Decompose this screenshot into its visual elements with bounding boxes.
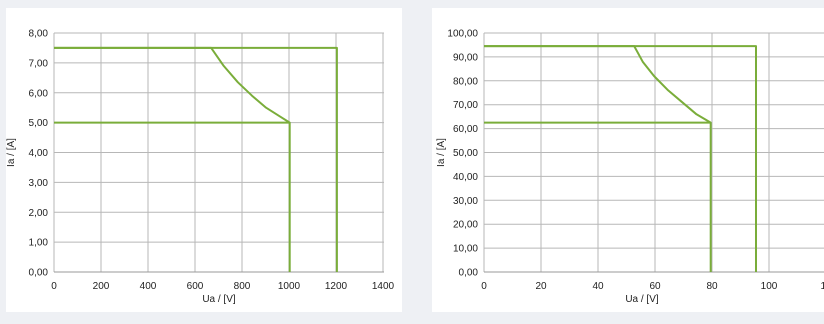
y-tick-label: 8,00 [29,29,49,40]
y-tick-label: 0,00 [29,268,49,279]
series-line-2 [484,45,757,272]
y-tick-label: 100,00 [447,29,478,40]
y-tick-label: 60,00 [453,124,478,135]
y-tick-label: 80,00 [453,76,478,87]
x-tick-label: 0 [51,281,57,292]
x-tick-label: 200 [93,281,110,292]
y-axis-title: Ia / [A] [436,138,447,167]
x-tick-label: 40 [592,281,604,292]
y-tick-label: 4,00 [29,148,49,159]
y-tick-label: 5,00 [29,118,49,129]
x-tick-label: 80 [706,281,718,292]
y-tick-label: 90,00 [453,52,478,63]
x-axis-title: Ua / [V] [625,294,659,305]
x-tick-label: 100 [761,281,778,292]
x-axis-title: Ua / [V] [202,294,236,305]
chart-panel [432,8,824,312]
x-tick-label: 1200 [325,281,348,292]
y-tick-label: 7,00 [29,58,49,69]
x-tick-label: 800 [234,281,251,292]
x-tick-label: 20 [535,281,547,292]
series-line-2 [54,46,338,272]
chart-1: 0,00 1,00 2,00 3,00 4,00 5,00 6,00 7,00 8,00 0 200… [6,8,402,312]
y-tick-label: 50,00 [453,148,478,159]
y-axis-title: Ia / [A] [6,138,17,167]
y-tick-label: 10,00 [453,244,478,255]
series-line-1 [484,45,712,272]
y-tick-label: 6,00 [29,88,49,99]
x-tick-label: 1000 [278,281,301,292]
y-tick-label: 30,00 [453,196,478,207]
y-tick-label: 3,00 [29,178,49,189]
chart-2: 0,00 10,00 20,00 30,00 40,00 50,00 60,00 70,00 8… [432,8,824,312]
y-tick-label: 1,00 [29,238,49,249]
chart-panel [6,8,402,312]
x-tick-label: 60 [649,281,661,292]
y-tick-label: 40,00 [453,172,478,183]
y-tick-label: 2,00 [29,208,49,219]
x-tick-label: 12 [820,281,824,292]
x-tick-label: 600 [187,281,204,292]
x-tick-label: 400 [140,281,157,292]
y-tick-label: 70,00 [453,100,478,111]
y-tick-label: 20,00 [453,220,478,231]
x-tick-label: 1400 [372,281,395,292]
x-tick-label: 0 [481,281,487,292]
series-line-1 [54,46,291,272]
y-tick-label: 0,00 [459,268,479,279]
